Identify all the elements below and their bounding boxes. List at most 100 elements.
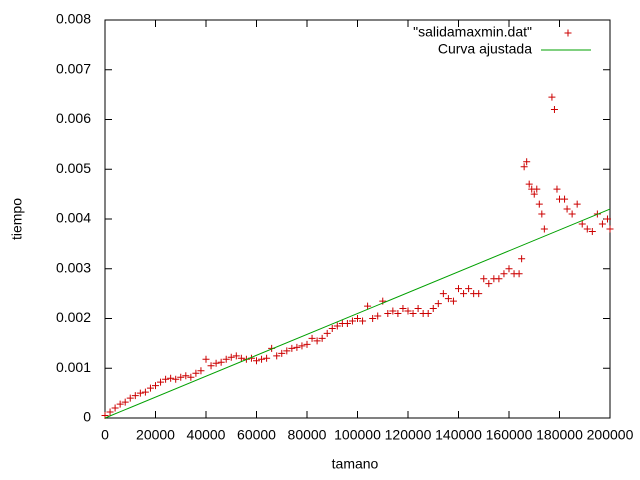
- y-tick-label: 0.008: [56, 11, 91, 27]
- y-tick-label: 0.006: [56, 110, 91, 126]
- data-point: [177, 373, 185, 381]
- y-tick-label: 0.002: [56, 309, 91, 325]
- data-point: [606, 225, 614, 233]
- data-point: [389, 307, 397, 315]
- x-tick-label: 100000: [334, 427, 381, 443]
- data-point: [192, 369, 200, 377]
- data-point: [598, 220, 606, 228]
- x-tick-label: 20000: [136, 427, 175, 443]
- data-point: [414, 305, 422, 313]
- x-tick-label: 0: [101, 427, 109, 443]
- legend-key: [564, 29, 572, 37]
- data-point: [298, 342, 306, 350]
- data-point: [146, 384, 154, 392]
- legend-label: Curva ajustada: [438, 41, 532, 57]
- data-point: [495, 275, 503, 283]
- data-point: [583, 225, 591, 233]
- data-point: [278, 349, 286, 357]
- data-point: [197, 367, 205, 375]
- data-point: [515, 270, 523, 278]
- data-point: [328, 324, 336, 332]
- data-point: [603, 215, 611, 223]
- x-axis-label: tamano: [332, 456, 379, 472]
- x-tick-label: 160000: [486, 427, 533, 443]
- y-tick-label: 0.003: [56, 259, 91, 275]
- y-tick-label: 0.004: [56, 210, 91, 226]
- x-tick-label: 120000: [385, 427, 432, 443]
- data-point: [505, 265, 513, 273]
- x-tick-label: 200000: [587, 427, 634, 443]
- data-point: [548, 93, 556, 101]
- data-point: [434, 300, 442, 308]
- data-point: [333, 322, 341, 330]
- data-point: [303, 340, 311, 348]
- data-point: [167, 374, 175, 382]
- data-point: [455, 285, 462, 293]
- x-tick-label: 60000: [237, 427, 276, 443]
- y-tick-label: 0.007: [56, 60, 91, 76]
- data-point: [308, 334, 316, 342]
- data-point: [518, 255, 526, 263]
- data-point: [152, 382, 159, 390]
- data-point: [263, 354, 271, 362]
- data-point: [293, 343, 301, 351]
- data-point: [538, 210, 546, 218]
- data-point: [106, 408, 114, 416]
- data-point: [359, 317, 367, 325]
- data-point: [394, 310, 402, 318]
- y-tick-label: 0.001: [56, 359, 91, 375]
- data-point: [126, 394, 134, 402]
- data-point: [480, 275, 488, 283]
- x-tick-label: 140000: [435, 427, 482, 443]
- data-point: [237, 354, 245, 362]
- data-point: [369, 315, 377, 322]
- data-point: [141, 388, 149, 396]
- data-point: [384, 310, 392, 318]
- data-point: [449, 297, 457, 305]
- fit-line: [104, 208, 611, 419]
- data-point: [500, 270, 508, 278]
- x-tick-label: 180000: [536, 427, 583, 443]
- data-point: [553, 185, 561, 193]
- data-point: [568, 210, 576, 218]
- data-point: [475, 290, 483, 298]
- data-point: [533, 185, 541, 193]
- data-point: [323, 329, 331, 337]
- data-point: [136, 389, 144, 397]
- data-point: [131, 392, 139, 400]
- data-point: [525, 180, 533, 188]
- y-tick-label: 0.005: [56, 160, 91, 176]
- data-point: [253, 357, 260, 365]
- data-point: [187, 373, 195, 381]
- data-point: [217, 358, 225, 366]
- data-point: [535, 200, 543, 208]
- data-point: [348, 317, 356, 325]
- data-point: [364, 302, 372, 310]
- data-point: [399, 305, 407, 313]
- data-point: [258, 355, 266, 363]
- data-point: [540, 225, 548, 233]
- data-point: [121, 398, 129, 406]
- data-point: [588, 227, 596, 235]
- data-point: [530, 190, 538, 198]
- data-point: [563, 205, 571, 213]
- data-point: [318, 334, 326, 342]
- data-point: [116, 400, 124, 408]
- y-tick-label: 0: [83, 409, 91, 425]
- data-point: [460, 290, 468, 298]
- data-point: [182, 372, 190, 380]
- data-point: [573, 200, 581, 208]
- data-point: [232, 352, 240, 360]
- x-tick-label: 40000: [187, 427, 226, 443]
- data-point: [202, 355, 210, 363]
- data-point: [212, 359, 220, 367]
- data-point: [444, 295, 452, 303]
- data-point: [578, 220, 586, 228]
- data-point: [485, 280, 493, 288]
- x-tick-label: 80000: [288, 427, 327, 443]
- data-point: [273, 352, 281, 360]
- data-point: [429, 305, 437, 313]
- data-point: [404, 307, 412, 315]
